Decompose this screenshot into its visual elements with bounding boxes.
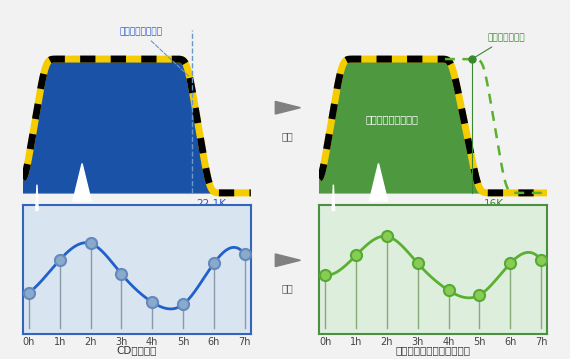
Text: 16K: 16K bbox=[483, 199, 503, 209]
Polygon shape bbox=[332, 185, 335, 210]
Text: 帯域制限フィルタ: 帯域制限フィルタ bbox=[120, 27, 189, 77]
Text: 「高域の損失」: 「高域の損失」 bbox=[474, 34, 525, 58]
Polygon shape bbox=[73, 163, 91, 201]
Text: CD録音波形: CD録音波形 bbox=[117, 346, 157, 356]
Polygon shape bbox=[23, 59, 251, 193]
Polygon shape bbox=[319, 59, 547, 193]
Text: 圧縮: 圧縮 bbox=[282, 284, 294, 294]
Text: 圧縮／再サンプリング波形: 圧縮／再サンプリング波形 bbox=[396, 346, 471, 356]
Polygon shape bbox=[369, 163, 388, 201]
Text: 中低域のデータ損失: 中低域のデータ損失 bbox=[366, 115, 418, 125]
Text: 22.1K: 22.1K bbox=[196, 199, 226, 209]
Text: 圧縮: 圧縮 bbox=[282, 131, 294, 141]
Polygon shape bbox=[36, 185, 38, 210]
